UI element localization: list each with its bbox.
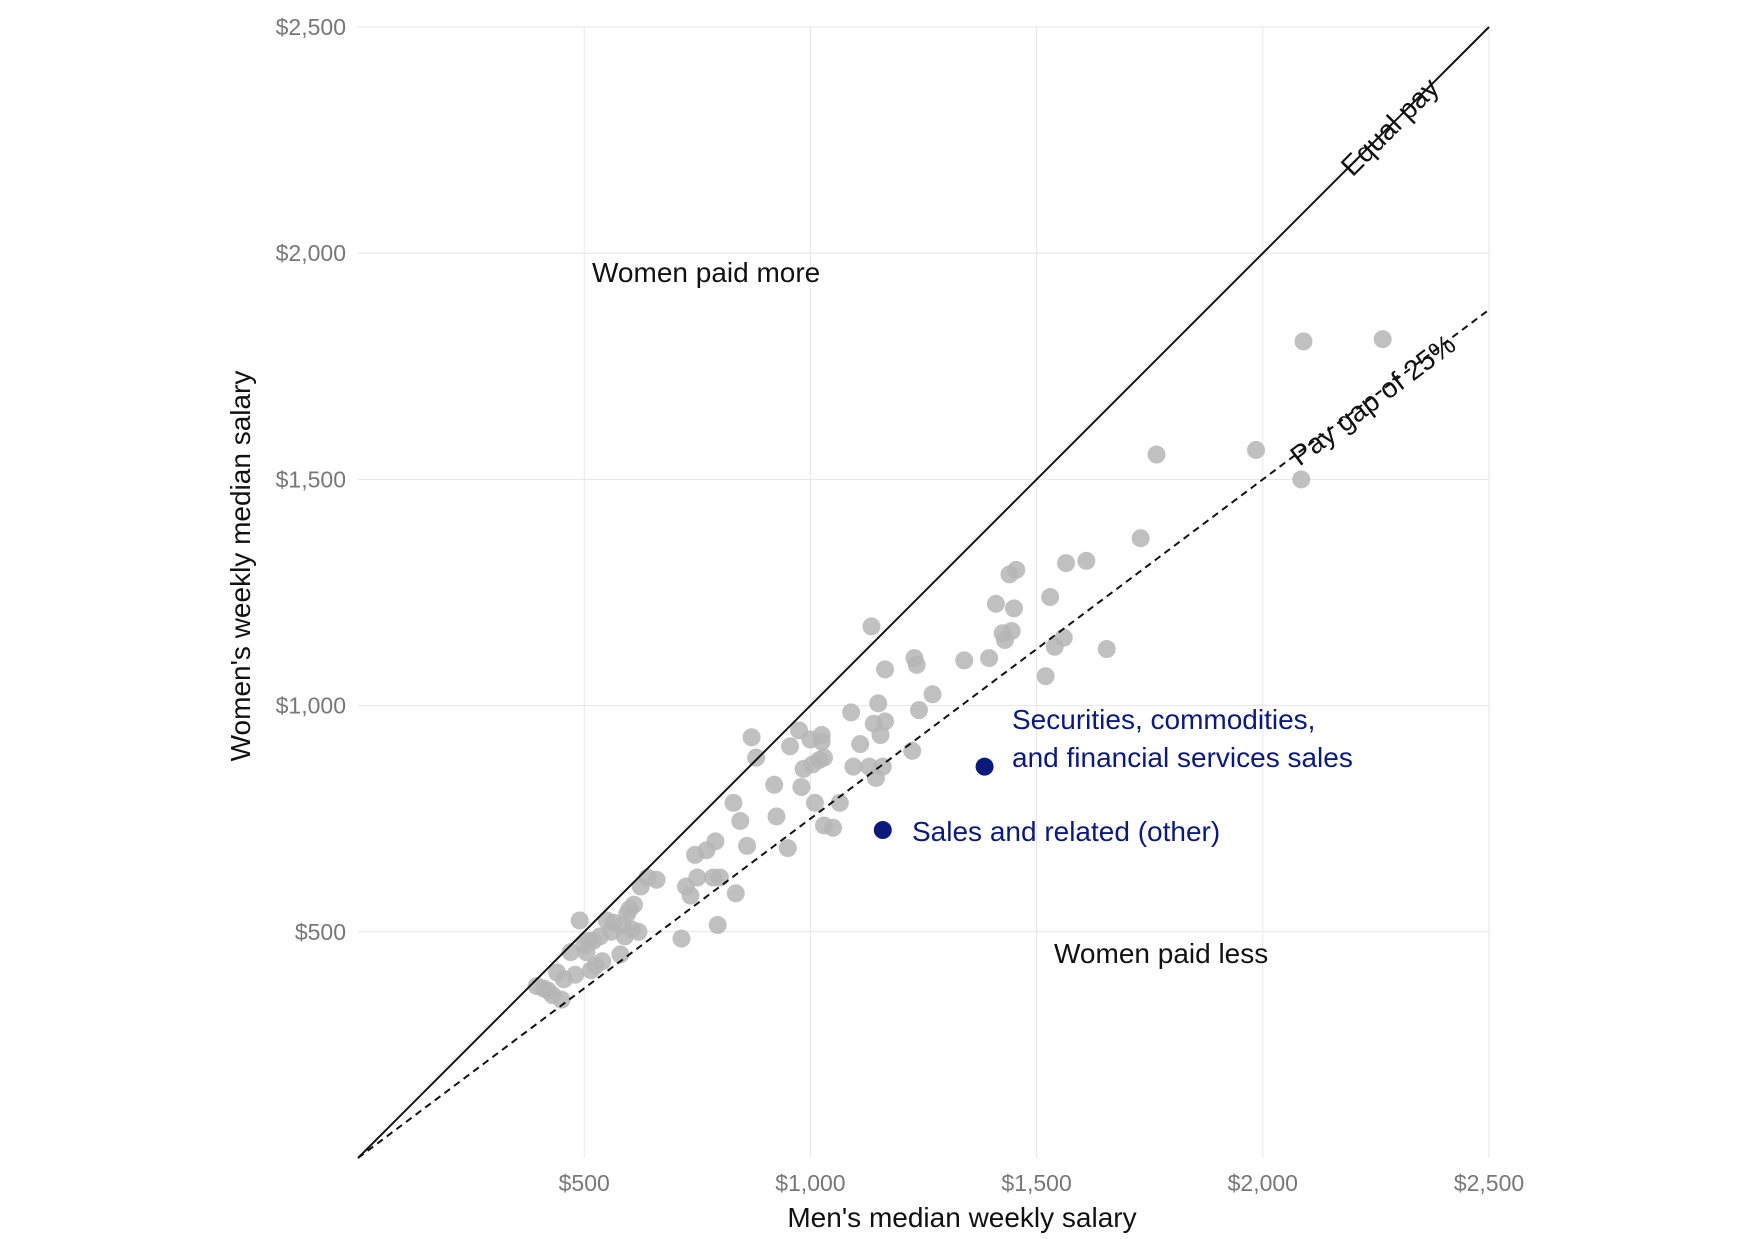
scatter-points xyxy=(527,330,1392,1009)
data-point xyxy=(781,737,800,756)
data-point xyxy=(1373,330,1392,349)
x-axis-title: Men's median weekly salary xyxy=(787,1202,1136,1233)
x-tick-label: $500 xyxy=(559,1170,610,1196)
data-point xyxy=(1247,440,1266,459)
region-label-women-paid-more: Women paid more xyxy=(592,257,820,288)
y-tick-label: $2,000 xyxy=(276,240,346,266)
data-point xyxy=(871,726,890,745)
data-point xyxy=(1131,529,1150,548)
data-point xyxy=(792,778,811,797)
data-point xyxy=(1007,560,1026,579)
data-point xyxy=(830,793,849,812)
data-point xyxy=(561,943,580,962)
y-tick-label: $2,500 xyxy=(276,14,346,40)
data-point xyxy=(708,916,727,935)
data-point xyxy=(1057,554,1076,573)
data-point xyxy=(1294,332,1313,351)
data-point xyxy=(1077,551,1096,570)
data-point xyxy=(986,594,1005,613)
data-point xyxy=(842,703,861,722)
data-point xyxy=(824,818,843,837)
axis-ticks: $500 $1,000 $1,500 $2,000 $2,500 $500 $1,000 $1… xyxy=(276,14,1525,1196)
data-point xyxy=(1292,470,1311,489)
data-point xyxy=(876,660,895,679)
data-point xyxy=(812,732,831,751)
gridlines xyxy=(358,26,1490,1158)
data-point xyxy=(909,701,928,720)
data-point xyxy=(593,952,612,971)
data-point xyxy=(851,735,870,754)
y-tick-label: $1,000 xyxy=(276,693,346,719)
region-label-women-paid-less: Women paid less xyxy=(1054,938,1268,969)
data-point xyxy=(688,868,707,887)
y-axis-title: Women's weekly median salary xyxy=(225,371,256,762)
data-point xyxy=(738,836,757,855)
data-point xyxy=(624,895,643,914)
highlight-label-securities: Securities, commodities, and financial s… xyxy=(1012,704,1353,773)
data-point xyxy=(980,649,999,668)
data-point xyxy=(765,775,784,794)
data-point xyxy=(731,811,750,830)
highlight-label-sales-other: Sales and related (other) xyxy=(912,816,1220,847)
data-point xyxy=(647,870,666,889)
data-point xyxy=(923,685,942,704)
data-point xyxy=(629,922,648,941)
data-point xyxy=(611,945,630,964)
data-point xyxy=(907,655,926,674)
data-point xyxy=(1147,445,1166,464)
data-point xyxy=(844,757,863,776)
data-point xyxy=(869,694,888,713)
data-point xyxy=(1054,628,1073,647)
data-point xyxy=(1036,667,1055,686)
highlight-label-securities-line-1: Securities, commodities, xyxy=(1012,704,1315,735)
y-tick-label: $500 xyxy=(295,919,346,945)
highlight-label-securities-line-2: and financial services sales xyxy=(1012,742,1353,773)
pay-gap-line xyxy=(357,308,1490,1159)
data-point xyxy=(681,886,700,905)
data-point xyxy=(1097,640,1116,659)
data-point xyxy=(672,929,691,948)
data-point xyxy=(767,807,786,826)
data-point xyxy=(1041,588,1060,607)
data-point xyxy=(805,793,824,812)
pay-gap-line-label: Pay gap of 25% xyxy=(1284,328,1461,471)
data-point xyxy=(742,728,761,747)
x-tick-label: $2,500 xyxy=(1454,1170,1524,1196)
data-point xyxy=(955,651,974,670)
data-point xyxy=(726,884,745,903)
data-point xyxy=(552,990,571,1009)
reference-lines xyxy=(357,26,1490,1159)
data-point xyxy=(724,793,743,812)
x-tick-label: $2,000 xyxy=(1228,1170,1298,1196)
highlighted-data-point xyxy=(975,757,994,776)
data-point xyxy=(710,868,729,887)
data-point xyxy=(903,741,922,760)
data-point xyxy=(1002,621,1021,640)
x-tick-label: $1,500 xyxy=(1001,1170,1071,1196)
y-tick-label: $1,500 xyxy=(276,466,346,492)
data-point xyxy=(706,832,725,851)
highlighted-points xyxy=(873,757,994,840)
data-point xyxy=(747,748,766,767)
data-point xyxy=(876,712,895,731)
data-point xyxy=(566,965,585,984)
highlighted-data-point xyxy=(873,821,892,840)
data-point xyxy=(778,839,797,858)
data-point xyxy=(862,617,881,636)
x-tick-label: $1,000 xyxy=(775,1170,845,1196)
equal-pay-line xyxy=(357,26,1490,1159)
data-point xyxy=(814,748,833,767)
equal-pay-line-label: Equal pay xyxy=(1335,72,1445,182)
data-point xyxy=(1004,599,1023,618)
data-point xyxy=(570,911,589,930)
